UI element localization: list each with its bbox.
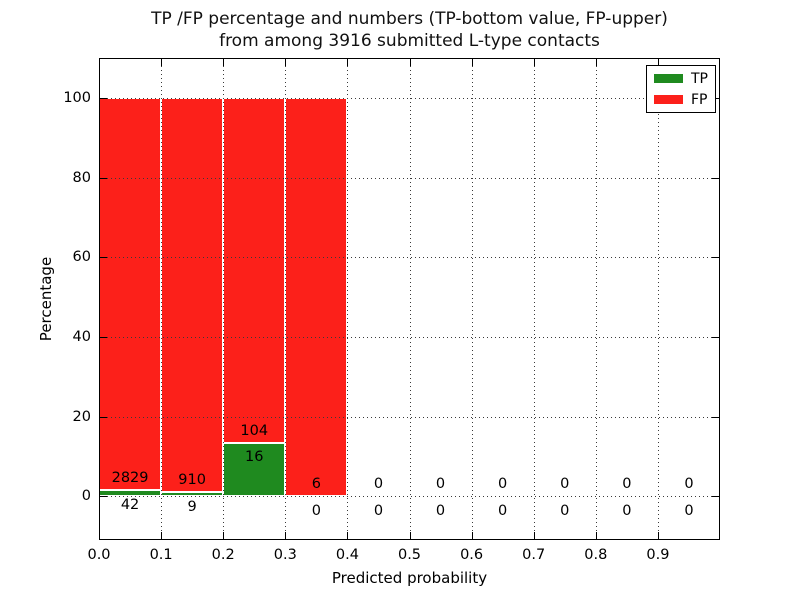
tp-count-label: 0 xyxy=(622,502,632,519)
x-tick xyxy=(223,532,225,539)
gridline-vertical xyxy=(285,58,287,540)
legend-label-tp: TP xyxy=(691,70,708,87)
tp-count-label: 42 xyxy=(120,496,140,513)
bar-segment-fp xyxy=(223,97,286,444)
fp-count-label: 104 xyxy=(240,423,269,440)
x-tick xyxy=(533,59,535,66)
fp-count-label: 0 xyxy=(498,476,508,493)
y-tick xyxy=(712,177,719,179)
tp-count-label: 16 xyxy=(245,449,264,466)
x-tick xyxy=(409,532,411,539)
x-tick xyxy=(285,59,287,66)
gridline-vertical xyxy=(347,58,349,540)
y-tick xyxy=(100,97,107,99)
legend-label-fp: FP xyxy=(691,91,708,108)
gridline-horizontal xyxy=(99,97,720,99)
legend-swatch-tp-icon xyxy=(654,74,683,83)
y-tick-label: 60 xyxy=(72,249,91,266)
y-tick xyxy=(100,496,107,498)
y-tick xyxy=(712,416,719,418)
gridline-vertical xyxy=(471,58,473,540)
gridline-vertical xyxy=(533,58,535,540)
tp-count-label: 0 xyxy=(498,502,508,519)
fp-count-label: 2829 xyxy=(111,470,149,487)
bar-segment-fp xyxy=(161,97,224,493)
fp-count-label: 6 xyxy=(311,476,321,493)
gridline-horizontal xyxy=(99,177,720,179)
fp-count-label: 0 xyxy=(435,476,446,493)
x-tick xyxy=(595,532,597,539)
gridline-vertical xyxy=(657,58,659,540)
legend-item-tp: TP xyxy=(654,72,708,86)
y-tick xyxy=(100,416,107,418)
bar-segment-fp xyxy=(285,97,348,497)
x-tick-label: 0.1 xyxy=(149,547,173,563)
x-tick-label: 0.4 xyxy=(335,547,359,563)
gridline-vertical xyxy=(595,58,597,540)
tp-count-label: 9 xyxy=(187,498,197,515)
y-tick xyxy=(712,336,719,338)
y-tick-label: 40 xyxy=(72,328,91,345)
x-tick xyxy=(99,532,100,539)
x-tick-label: 0.6 xyxy=(460,547,484,563)
x-tick xyxy=(223,59,225,66)
x-tick xyxy=(161,59,163,66)
y-tick xyxy=(100,257,107,259)
chart-title: TP /FP percentage and numbers (TP-bottom… xyxy=(99,8,720,52)
tp-count-label: 0 xyxy=(311,502,321,519)
x-tick xyxy=(99,59,100,66)
chart-title-line1: TP /FP percentage and numbers (TP-bottom… xyxy=(151,9,668,29)
x-tick xyxy=(657,532,659,539)
fp-count-label: 0 xyxy=(684,476,694,493)
chart-title-line2: from among 3916 submitted L-type contact… xyxy=(219,31,600,51)
x-tick xyxy=(471,532,473,539)
tp-count-label: 0 xyxy=(435,502,446,519)
x-tick xyxy=(657,59,659,66)
bar-segment-tp xyxy=(223,443,286,497)
x-tick-label: 0.5 xyxy=(397,547,422,563)
y-tick-label: 80 xyxy=(72,169,91,186)
tp-count-label: 0 xyxy=(560,502,570,519)
x-tick xyxy=(285,532,287,539)
fp-count-label: 0 xyxy=(560,476,570,493)
x-tick-label: 0.7 xyxy=(522,547,546,563)
y-tick xyxy=(100,177,107,179)
legend-swatch-fp-icon xyxy=(654,95,683,104)
x-tick-label: 0.9 xyxy=(646,547,670,563)
x-tick-label: 0.0 xyxy=(87,547,111,563)
y-tick-label: 100 xyxy=(63,89,91,106)
tp-count-label: 0 xyxy=(684,502,694,519)
gridline-horizontal xyxy=(99,257,720,259)
gridline-vertical xyxy=(223,58,225,540)
y-tick xyxy=(100,336,107,338)
fp-count-label: 0 xyxy=(622,476,632,493)
x-tick-label: 0.3 xyxy=(273,547,297,563)
gridline-vertical xyxy=(161,58,163,540)
x-tick xyxy=(471,59,473,66)
gridline-horizontal xyxy=(99,336,720,338)
y-tick-label: 20 xyxy=(72,408,91,425)
fp-count-label: 910 xyxy=(178,472,206,489)
y-tick xyxy=(712,257,719,259)
y-tick-label: 0 xyxy=(81,488,91,505)
legend: TP FP xyxy=(646,65,716,113)
x-tick xyxy=(595,59,597,66)
gridline-vertical xyxy=(409,58,411,540)
x-tick xyxy=(409,59,411,66)
gridline-horizontal xyxy=(99,416,720,418)
x-tick xyxy=(161,532,163,539)
x-tick-label: 0.8 xyxy=(584,547,608,563)
tp-count-label: 0 xyxy=(373,502,384,519)
bar-segment-fp xyxy=(99,97,162,491)
x-tick xyxy=(347,532,349,539)
x-tick xyxy=(347,59,349,66)
fp-count-label: 0 xyxy=(373,476,384,493)
x-tick-label: 0.2 xyxy=(211,547,235,563)
y-tick xyxy=(712,496,719,498)
legend-item-fp: FP xyxy=(654,93,708,107)
x-axis-label: Predicted probability xyxy=(331,569,488,587)
x-tick xyxy=(533,532,535,539)
gridline-horizontal xyxy=(99,496,720,498)
